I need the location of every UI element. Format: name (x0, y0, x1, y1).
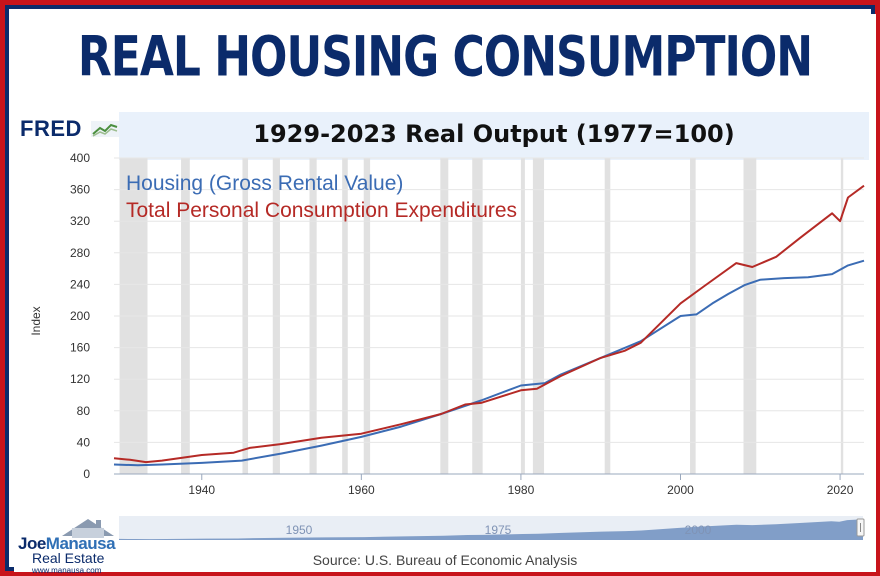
y-tick-label: 40 (77, 435, 91, 449)
legend-housing: Housing (Gross Rental Value) (126, 172, 403, 195)
logo-name: JoeManausa (18, 534, 116, 554)
series-line-housing (113, 259, 865, 467)
y-tick-label: 280 (70, 246, 90, 260)
navigator-area (119, 519, 863, 540)
y-tick-label: 240 (70, 277, 90, 291)
navigator-label-2000: 2000 (685, 523, 712, 537)
navigator-label-1975: 1975 (485, 523, 512, 537)
banner: REAL HOUSING CONSUMPTION (14, 14, 876, 108)
y-tick-label: 120 (70, 372, 90, 386)
legend-pce: Total Personal Consumption Expenditures (126, 199, 517, 222)
y-tick-label: 0 (83, 467, 90, 481)
x-tick-label: 2000 (667, 483, 694, 497)
y-tick-label: 400 (70, 151, 90, 165)
x-tick-label: 1960 (348, 483, 375, 497)
x-tick-label: 2020 (827, 483, 854, 497)
y-tick-label: 200 (70, 309, 90, 323)
y-tick-label: 360 (70, 183, 90, 197)
x-tick-label: 1940 (188, 483, 215, 497)
fred-logo-text: FRED (20, 116, 82, 141)
fred-logo: FRED (20, 116, 119, 142)
logo-name-part2: Manausa (45, 534, 116, 553)
series-line-pce (113, 184, 865, 464)
y-tick-label: 80 (77, 404, 91, 418)
chart-header (119, 112, 869, 160)
logo-subtitle: Real Estate (32, 550, 105, 566)
x-tick-label: 1980 (508, 483, 535, 497)
banner-title: REAL HOUSING CONSUMPTION (77, 25, 813, 90)
y-tick-label: 320 (70, 214, 90, 228)
ticks: 0 40 80 120 160 200 240 280 320 360 400 1940 1960 198… (70, 151, 864, 497)
navigator[interactable]: 1950 1975 2000 (119, 516, 865, 540)
navigator-label-1950: 1950 (286, 523, 313, 537)
series (113, 184, 865, 467)
chart-title: 1929-2023 Real Output (1977=100) (253, 120, 735, 148)
chart-panel: FRED 1929-2023 Real Output (1977=100) 0 4… (14, 108, 876, 575)
source-note: Source: U.S. Bureau of Economic Analysis (312, 552, 578, 568)
logo-name-part1: Joe (18, 534, 46, 553)
chart: 0 40 80 120 160 200 240 280 320 360 400 1940 1960 198… (29, 151, 865, 540)
y-tick-label: 160 (70, 341, 90, 355)
house-icon (62, 519, 114, 538)
logo-url: www.manausa.com (32, 566, 102, 575)
joe-manausa-logo[interactable]: JoeManausa Real Estate www.manausa.com (18, 516, 138, 575)
fred-trend-icon (90, 121, 119, 137)
y-axis-label: Index (29, 306, 43, 335)
